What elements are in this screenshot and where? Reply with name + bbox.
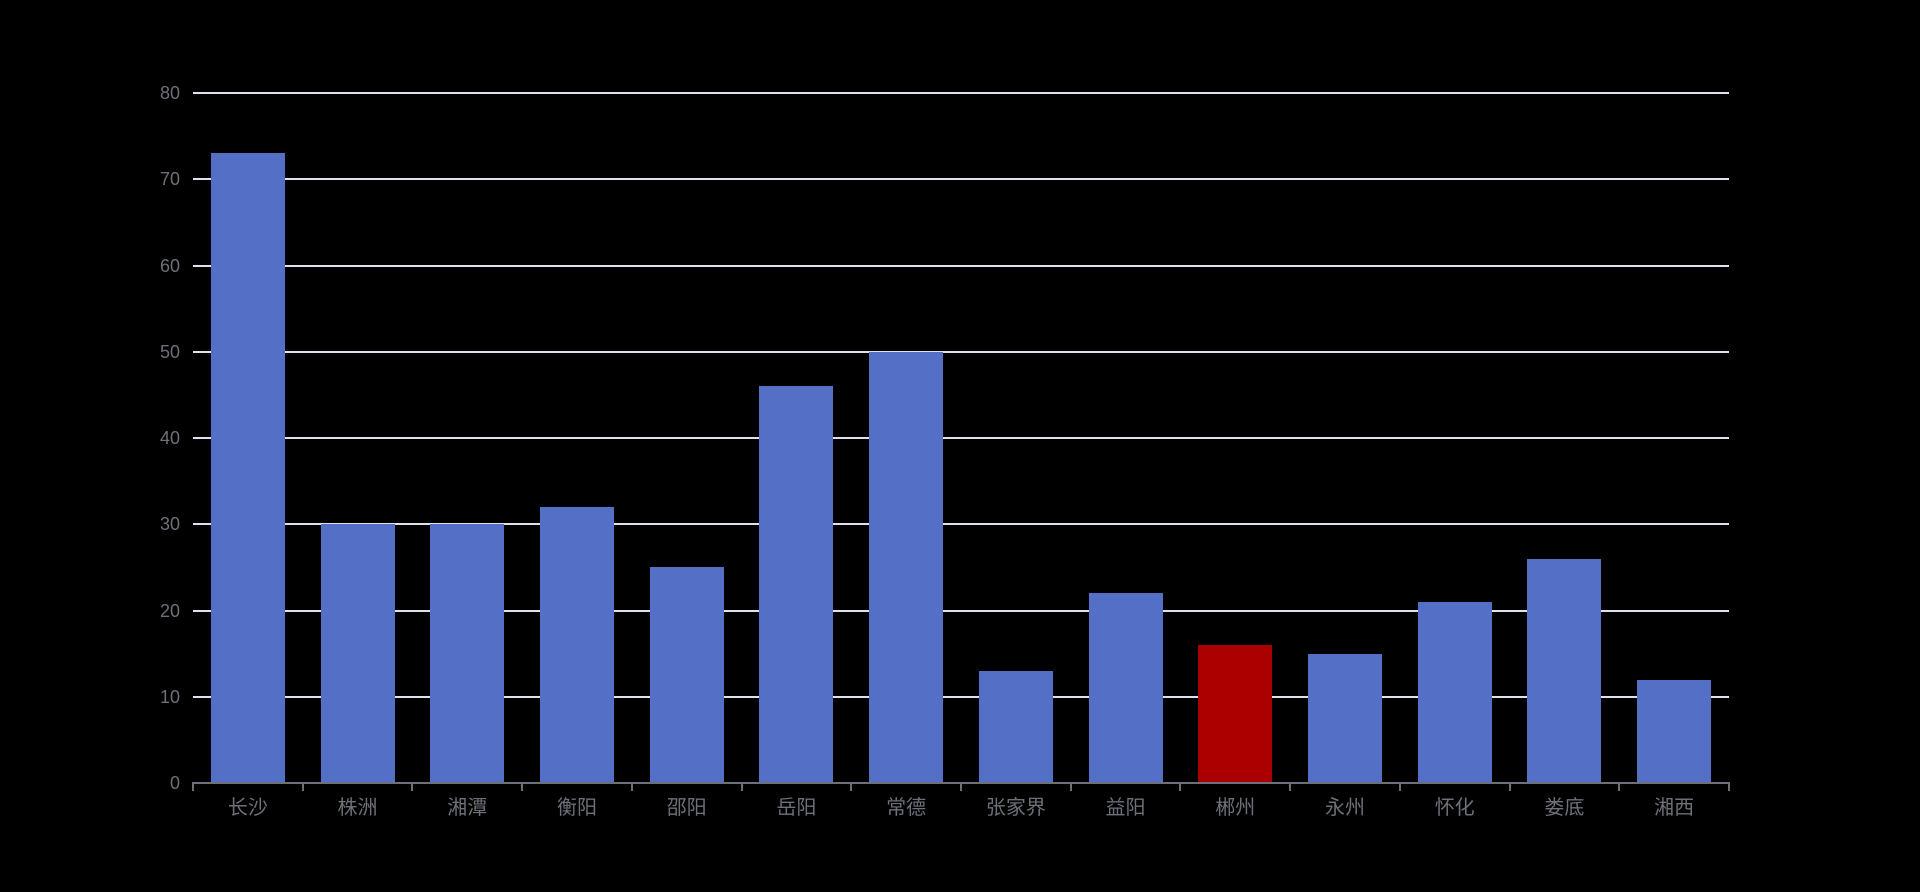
gridline (193, 178, 1729, 181)
bar-张家界[interactable] (978, 670, 1053, 783)
x-axis-category-label: 长沙 (227, 797, 268, 819)
x-axis-category-label: 株洲 (337, 797, 378, 819)
y-axis-tick-label: 40 (159, 428, 180, 448)
bar-郴州[interactable] (1198, 645, 1273, 783)
y-axis-tick-label: 30 (159, 514, 180, 535)
y-axis-tick-label: 80 (159, 83, 180, 103)
gridline (193, 92, 1729, 94)
bar-湘潭[interactable] (430, 524, 505, 783)
x-axis-tick (1728, 783, 1730, 791)
x-axis-category-label: 怀化 (1434, 797, 1475, 819)
x-axis-category-label: 湘西 (1654, 797, 1695, 819)
bar-永州[interactable] (1308, 653, 1382, 783)
x-axis-category-label: 郴州 (1215, 797, 1256, 819)
bar-常德[interactable] (869, 351, 944, 783)
bar-株洲[interactable] (320, 524, 395, 783)
gridline (193, 523, 1729, 526)
y-axis-tick-label: 60 (159, 255, 180, 276)
x-axis-category-label: 张家界 (985, 797, 1046, 819)
x-axis-tick (521, 783, 524, 791)
x-axis-category-label: 湘潭 (447, 797, 488, 819)
x-axis-tick (1069, 783, 1072, 791)
bar-衡阳[interactable] (540, 507, 614, 783)
y-axis-tick-label: 20 (159, 600, 180, 621)
gridline (193, 437, 1729, 439)
x-axis-category-label: 永州 (1324, 797, 1365, 819)
x-axis-tick (1179, 783, 1182, 791)
bar-湘西[interactable] (1637, 679, 1712, 783)
x-axis-tick (301, 783, 304, 791)
bar-长沙[interactable] (210, 153, 285, 783)
bar-怀化[interactable] (1417, 601, 1492, 783)
x-axis-tick (192, 783, 194, 791)
gridline (193, 695, 1729, 698)
x-axis-tick (960, 783, 962, 791)
x-axis-tick (1618, 783, 1621, 791)
y-axis-tick-label: 50 (159, 341, 180, 362)
gridline (193, 609, 1729, 612)
bar-娄底[interactable] (1527, 558, 1602, 783)
x-axis-tick (1289, 783, 1292, 791)
bar-益阳[interactable] (1088, 593, 1163, 783)
x-axis-category-label: 邵阳 (666, 797, 707, 819)
x-axis-tick (740, 783, 743, 791)
y-axis-tick-label: 0 (169, 773, 180, 793)
x-axis-category-label: 衡阳 (556, 797, 597, 819)
gridline (193, 350, 1729, 353)
x-axis-tick (1398, 783, 1401, 791)
bar-邵阳[interactable] (649, 567, 724, 783)
y-axis-tick-label: 10 (159, 686, 180, 707)
x-axis-tick (630, 783, 633, 791)
y-axis-tick-label: 70 (159, 169, 180, 190)
x-axis-tick (850, 783, 853, 791)
gridline (193, 264, 1729, 267)
x-axis-tick (1508, 783, 1511, 791)
x-axis-category-label: 娄底 (1544, 797, 1585, 819)
x-axis-tick (411, 783, 414, 791)
bar-岳阳[interactable] (759, 386, 834, 783)
x-axis-category-label: 常德 (886, 797, 927, 819)
x-axis-category-label: 益阳 (1105, 797, 1146, 819)
x-axis-category-label: 岳阳 (776, 797, 817, 819)
